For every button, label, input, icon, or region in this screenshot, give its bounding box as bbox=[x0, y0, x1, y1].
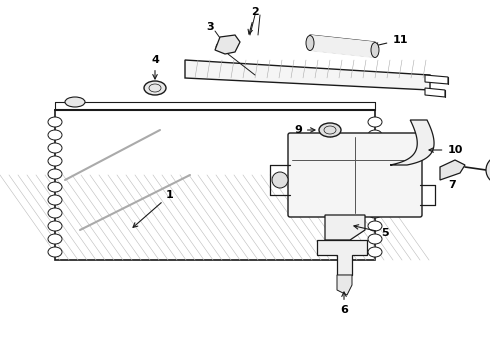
Ellipse shape bbox=[368, 221, 382, 231]
Ellipse shape bbox=[368, 208, 382, 218]
Ellipse shape bbox=[48, 234, 62, 244]
Ellipse shape bbox=[368, 182, 382, 192]
Text: 6: 6 bbox=[340, 292, 348, 315]
Text: 4: 4 bbox=[151, 55, 159, 79]
Ellipse shape bbox=[48, 156, 62, 166]
Ellipse shape bbox=[48, 130, 62, 140]
Polygon shape bbox=[390, 120, 434, 165]
Ellipse shape bbox=[368, 143, 382, 153]
Ellipse shape bbox=[48, 195, 62, 205]
Polygon shape bbox=[440, 160, 465, 180]
Ellipse shape bbox=[48, 182, 62, 192]
Text: 2: 2 bbox=[248, 7, 259, 34]
Text: 9: 9 bbox=[294, 125, 315, 135]
Ellipse shape bbox=[48, 143, 62, 153]
Text: 3: 3 bbox=[206, 22, 214, 32]
Polygon shape bbox=[55, 110, 375, 260]
Text: 7: 7 bbox=[448, 164, 456, 190]
Polygon shape bbox=[215, 35, 240, 54]
Ellipse shape bbox=[368, 130, 382, 140]
Polygon shape bbox=[317, 240, 367, 275]
Circle shape bbox=[216, 43, 224, 51]
FancyBboxPatch shape bbox=[288, 133, 422, 217]
Ellipse shape bbox=[368, 156, 382, 166]
Text: 10: 10 bbox=[429, 145, 463, 155]
Ellipse shape bbox=[48, 247, 62, 257]
Polygon shape bbox=[325, 215, 365, 240]
Ellipse shape bbox=[48, 169, 62, 179]
Polygon shape bbox=[425, 75, 448, 84]
Ellipse shape bbox=[48, 221, 62, 231]
Circle shape bbox=[486, 156, 490, 184]
Ellipse shape bbox=[144, 81, 166, 95]
Ellipse shape bbox=[368, 195, 382, 205]
Text: 8: 8 bbox=[0, 359, 1, 360]
Text: 11: 11 bbox=[374, 35, 408, 47]
Ellipse shape bbox=[319, 123, 341, 137]
Ellipse shape bbox=[371, 42, 379, 58]
Circle shape bbox=[272, 172, 288, 188]
Ellipse shape bbox=[368, 169, 382, 179]
Ellipse shape bbox=[368, 234, 382, 244]
Ellipse shape bbox=[48, 208, 62, 218]
Ellipse shape bbox=[48, 117, 62, 127]
Text: 1: 1 bbox=[133, 190, 174, 228]
Ellipse shape bbox=[368, 247, 382, 257]
Polygon shape bbox=[337, 275, 352, 295]
Ellipse shape bbox=[306, 36, 314, 50]
Text: 5: 5 bbox=[354, 225, 389, 238]
Circle shape bbox=[229, 41, 237, 49]
Ellipse shape bbox=[368, 117, 382, 127]
Polygon shape bbox=[185, 60, 430, 90]
Polygon shape bbox=[425, 88, 445, 97]
Ellipse shape bbox=[65, 97, 85, 107]
